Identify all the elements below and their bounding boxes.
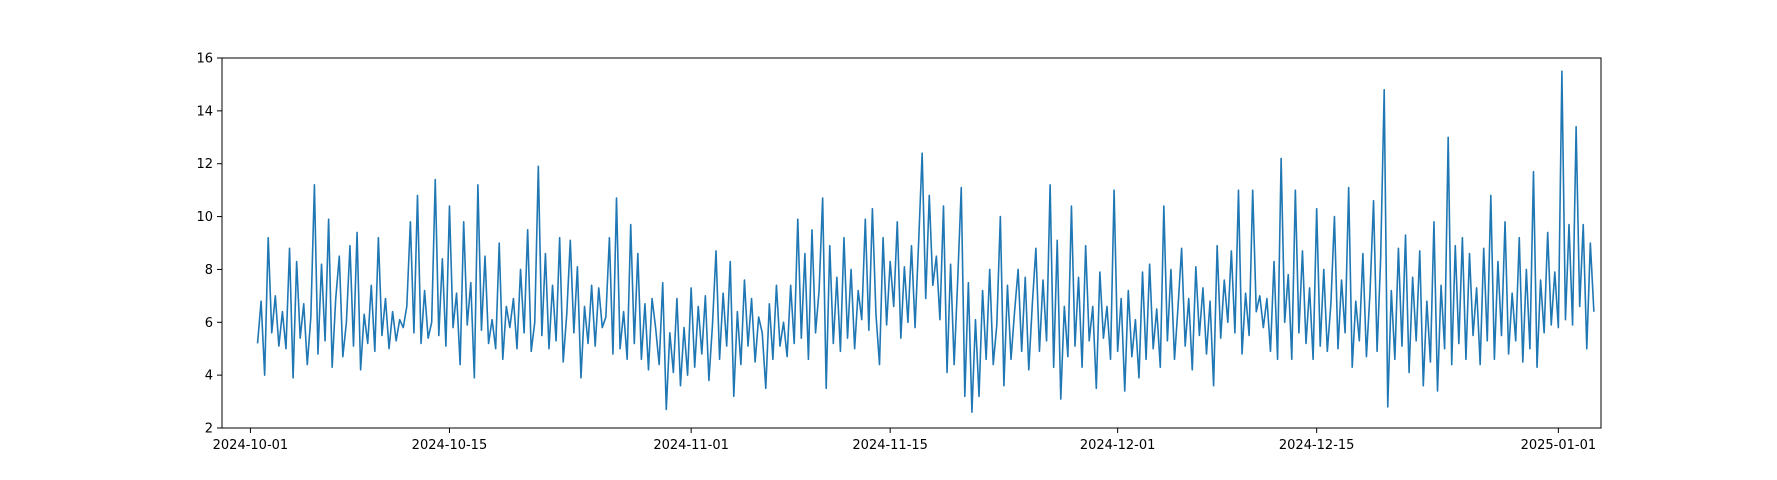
plot-area-frame bbox=[221, 57, 1602, 429]
y-tick-label: 12 bbox=[196, 157, 213, 172]
x-tick-label: 2025-01-01 bbox=[1521, 438, 1597, 453]
y-axis: 2 4 6 8 10 12 14 16 bbox=[196, 52, 222, 437]
series-line bbox=[256, 70, 1595, 413]
x-axis: 2024-10-01 2024-10-15 2024-11-01 2024-11-15… bbox=[213, 428, 1596, 453]
y-tick-label: 10 bbox=[196, 210, 213, 225]
x-tick-label: 2024-12-15 bbox=[1279, 438, 1355, 453]
x-tick-label: 2024-11-01 bbox=[653, 438, 729, 453]
x-tick-label: 2024-10-15 bbox=[412, 438, 488, 453]
y-tick-label: 4 bbox=[205, 369, 213, 384]
x-tick-label: 2024-10-01 bbox=[213, 438, 289, 453]
y-tick-label: 8 bbox=[205, 263, 213, 278]
y-tick-label: 16 bbox=[196, 52, 213, 67]
y-tick-label: 6 bbox=[205, 316, 213, 331]
y-tick-label: 14 bbox=[196, 104, 213, 119]
x-tick-label: 2024-12-01 bbox=[1080, 438, 1156, 453]
x-tick-label: 2024-11-15 bbox=[852, 438, 928, 453]
y-tick-label: 2 bbox=[205, 422, 213, 437]
